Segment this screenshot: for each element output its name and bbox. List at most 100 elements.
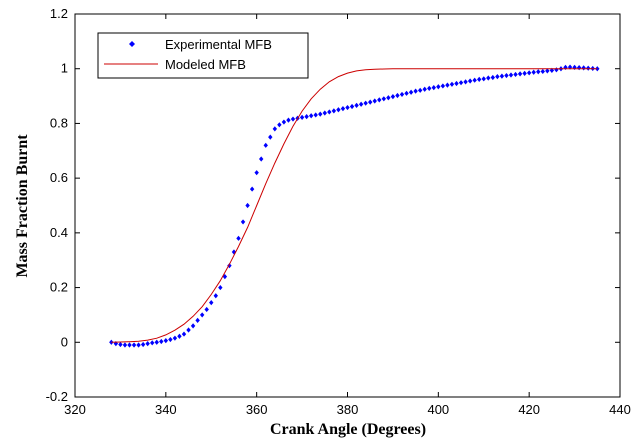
experimental-point-94 (536, 69, 541, 75)
y-tick-label-2: 0.2 (50, 280, 68, 295)
experimental-point-22 (209, 300, 214, 306)
experimental-point-18 (190, 323, 196, 329)
experimental-point-62 (390, 94, 396, 100)
experimental-point-32 (254, 170, 259, 176)
experimental-point-45 (313, 112, 318, 118)
experimental-point-7 (140, 341, 146, 348)
experimental-point-15 (177, 333, 182, 339)
experimental-point-89 (513, 71, 518, 78)
experimental-point-10 (154, 339, 159, 345)
experimental-point-79 (467, 78, 473, 84)
experimental-point-4 (127, 342, 132, 348)
legend-box (97, 32, 309, 79)
experimental-point-92 (526, 70, 532, 76)
x-tick-label-0: 320 (64, 402, 86, 417)
experimental-point-37 (277, 122, 282, 128)
experimental-point-35 (268, 134, 273, 140)
experimental-point-64 (399, 91, 405, 98)
experimental-point-70 (427, 85, 432, 92)
y-tick-label-3: 0.4 (50, 225, 68, 240)
experimental-point-49 (331, 108, 337, 114)
experimental-point-12 (163, 338, 169, 344)
experimental-point-105 (586, 65, 591, 71)
experimental-point-3 (122, 342, 128, 348)
x-tick-label-2: 360 (246, 402, 268, 417)
experimental-point-104 (581, 65, 586, 71)
experimental-point-88 (508, 72, 514, 78)
experimental-point-90 (517, 71, 523, 77)
experimental-point-72 (436, 84, 441, 90)
experimental-point-30 (245, 202, 250, 209)
x-tick-label-4: 400 (427, 402, 449, 417)
experimental-point-87 (504, 72, 509, 79)
experimental-point-76 (454, 80, 459, 87)
experimental-point-54 (354, 102, 359, 108)
y-tick-label-0: -0.2 (46, 389, 68, 404)
y-tick-label-5: 0.8 (50, 115, 68, 130)
experimental-point-5 (131, 342, 137, 348)
experimental-point-71 (431, 84, 436, 91)
experimental-point-28 (236, 235, 241, 241)
experimental-point-39 (286, 117, 291, 123)
experimental-point-40 (290, 116, 296, 122)
x-tick-label-3: 380 (337, 402, 359, 417)
experimental-point-42 (299, 114, 305, 121)
experimental-point-83 (486, 75, 491, 81)
experimental-point-8 (145, 341, 150, 347)
experimental-point-14 (172, 335, 178, 341)
experimental-point-24 (218, 284, 223, 291)
y-tick-label-1: 0 (61, 334, 68, 349)
experimental-point-86 (499, 73, 505, 79)
experimental-point-66 (408, 89, 414, 95)
experimental-point-61 (386, 95, 391, 101)
experimental-point-78 (463, 79, 468, 85)
experimental-point-57 (368, 99, 373, 105)
experimental-point-67 (413, 88, 418, 94)
experimental-point-6 (136, 342, 141, 348)
y-axis-ticks: -0.2 0 0.2 0.4 0.6 0.8 1 1.2 (46, 6, 620, 404)
experimental-point-96 (545, 68, 550, 74)
experimental-point-84 (490, 74, 496, 81)
legend: Experimental MFB Modeled MFB (97, 32, 309, 79)
experimental-point-75 (449, 81, 455, 87)
experimental-point-80 (472, 77, 477, 83)
experimental-point-44 (308, 113, 314, 119)
experimental-point-25 (222, 274, 228, 280)
y-axis-title: Mass Fraction Burnt (14, 134, 31, 278)
experimental-point-46 (318, 111, 323, 117)
x-tick-label-6: 440 (609, 402, 631, 417)
experimental-point-58 (372, 98, 377, 104)
experimental-point-11 (159, 338, 164, 345)
experimental-point-53 (349, 103, 355, 110)
experimental-point-52 (345, 104, 350, 111)
experimental-point-68 (417, 87, 423, 93)
experimental-point-26 (227, 263, 232, 269)
experimental-point-69 (422, 86, 427, 92)
x-axis-ticks: 320 340 360 380 400 420 440 (64, 14, 631, 417)
legend-label-experimental: Experimental MFB (165, 37, 272, 52)
x-tick-label-1: 340 (155, 402, 177, 417)
experimental-point-16 (181, 331, 187, 337)
experimental-point-17 (186, 327, 191, 333)
legend-label-modeled: Modeled MFB (165, 57, 246, 72)
experimental-point-56 (363, 100, 368, 106)
experimental-point-43 (304, 113, 309, 120)
y-tick-label-7: 1.2 (50, 6, 68, 21)
experimental-point-19 (195, 317, 200, 323)
experimental-point-103 (576, 65, 582, 71)
y-tick-label-6: 1 (61, 61, 68, 76)
y-tick-label-4: 0.6 (50, 170, 68, 185)
experimental-point-63 (395, 92, 400, 99)
experimental-point-60 (381, 96, 387, 102)
experimental-point-47 (322, 110, 327, 116)
experimental-point-73 (440, 83, 446, 89)
experimental-point-95 (540, 68, 545, 75)
x-tick-label-5: 420 (518, 402, 540, 417)
experimental-point-82 (481, 76, 486, 82)
experimental-point-74 (445, 82, 450, 88)
experimental-point-31 (249, 186, 255, 192)
experimental-point-50 (336, 107, 341, 113)
experimental-point-48 (327, 109, 332, 115)
experimental-point-36 (272, 126, 278, 132)
